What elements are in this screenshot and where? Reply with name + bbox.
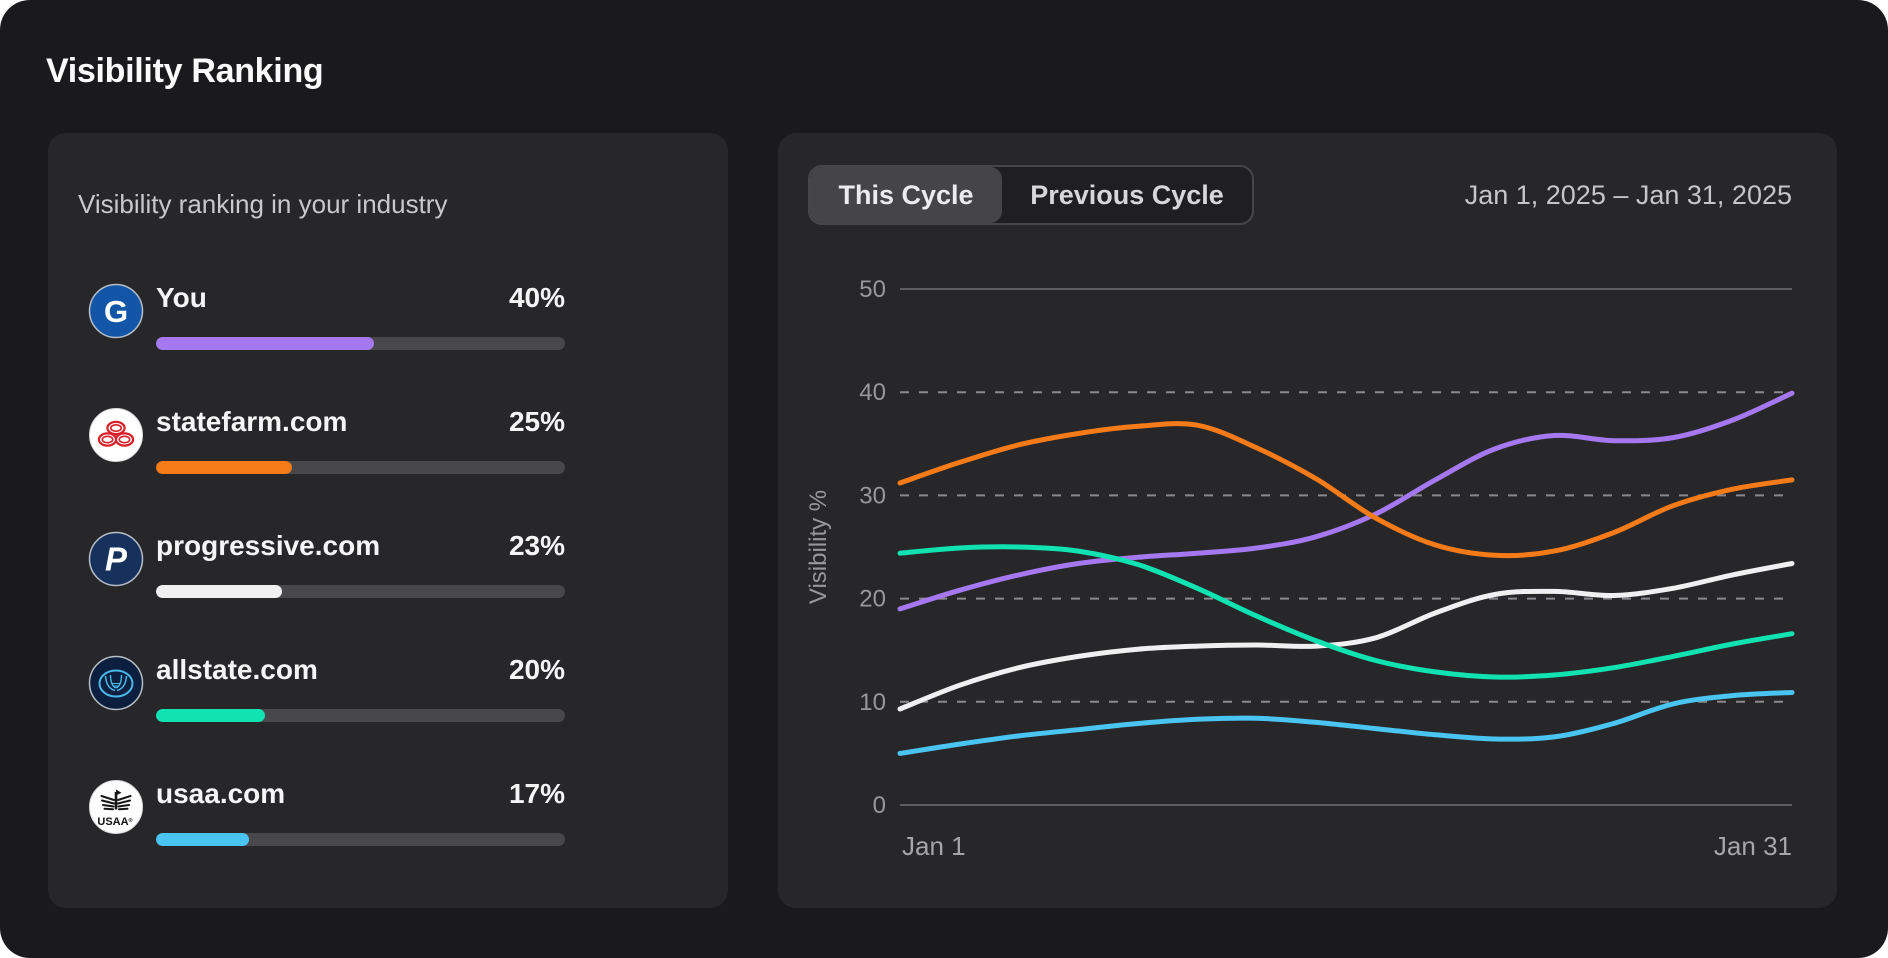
svg-text:G: G	[104, 294, 128, 329]
svg-text:P: P	[105, 541, 128, 578]
ranking-row: statefarm.com 25%	[88, 407, 565, 474]
y-tick-label: 50	[859, 276, 886, 303]
chart-line-statefarm-com	[897, 421, 1795, 559]
progress-bar-track	[156, 337, 565, 350]
progress-bar-fill	[156, 585, 282, 598]
date-range-label: Jan 1, 2025 – Jan 31, 2025	[1464, 180, 1792, 210]
usaa-logo-icon: USAA®	[89, 780, 143, 834]
tab-this-cycle[interactable]: This Cycle	[810, 167, 1002, 223]
progress-bar-track	[156, 833, 565, 846]
ranking-card: Visibility ranking in your industry G You…	[48, 133, 728, 908]
svg-text:USAA®: USAA®	[97, 816, 132, 828]
ranking-row-content: allstate.com 20%	[156, 655, 565, 722]
ranking-row: USAA® usaa.com 17%	[88, 779, 565, 846]
tab-previous-cycle[interactable]: Previous Cycle	[1030, 180, 1224, 210]
competitor-name: usaa.com	[156, 778, 286, 809]
progress-bar-fill	[156, 709, 266, 722]
progress-bar-track	[156, 585, 565, 598]
visibility-percent: 40%	[508, 282, 565, 313]
y-tick-label: 20	[859, 586, 886, 613]
cycle-toggle: This Cycle Previous Cycle	[808, 165, 1254, 225]
ranking-row-content: usaa.com 17%	[156, 779, 565, 846]
y-tick-label: 40	[859, 379, 886, 406]
chart-line-you	[897, 390, 1795, 612]
y-axis-title: Visibility %	[805, 490, 832, 604]
competitor-name: statefarm.com	[156, 406, 348, 437]
competitor-name: allstate.com	[156, 654, 318, 685]
progressive-logo-icon: P	[88, 531, 144, 587]
geico-logo-icon: G	[88, 283, 144, 339]
y-tick-label: 30	[859, 482, 886, 509]
ranking-heading: Visibility ranking in your industry	[78, 189, 448, 219]
ranking-row: G You 40%	[88, 283, 565, 350]
ranking-row-content: You 40%	[156, 283, 565, 350]
chart-line-usaa-com	[897, 690, 1795, 756]
x-tick-label-start: Jan 1	[902, 831, 966, 861]
progress-bar-fill	[156, 833, 249, 846]
y-tick-label: 0	[873, 792, 886, 819]
progress-bar-fill	[156, 337, 374, 350]
y-tick-label: 10	[859, 689, 886, 716]
statefarm-logo-icon	[89, 408, 143, 462]
visibility-percent: 25%	[508, 406, 565, 437]
chart-card: This Cycle Previous Cycle Jan 1, 2025 – J…	[778, 133, 1837, 908]
ranking-row-content: progressive.com 23%	[156, 531, 565, 598]
chart-line-progressive-com	[897, 561, 1795, 712]
competitor-name: progressive.com	[156, 530, 381, 561]
x-tick-label-end: Jan 31	[1714, 831, 1792, 861]
ranking-row: allstate.com 20%	[88, 655, 565, 722]
allstate-logo-icon	[88, 655, 144, 711]
ranking-row-content: statefarm.com 25%	[156, 407, 565, 474]
visibility-line-chart: 0 10 20 30 40 50 Visibility % Jan 1 Jan 31	[805, 276, 1795, 861]
progress-bar-track	[156, 461, 565, 474]
visibility-percent: 17%	[508, 778, 565, 809]
progress-bar-fill	[156, 461, 293, 474]
progress-bar-track	[156, 709, 565, 722]
page-title: Visibility Ranking	[46, 52, 324, 90]
chart-line-allstate-com	[897, 544, 1795, 680]
visibility-percent: 20%	[508, 654, 565, 685]
competitor-name: You	[156, 282, 207, 313]
visibility-percent: 23%	[508, 530, 565, 561]
